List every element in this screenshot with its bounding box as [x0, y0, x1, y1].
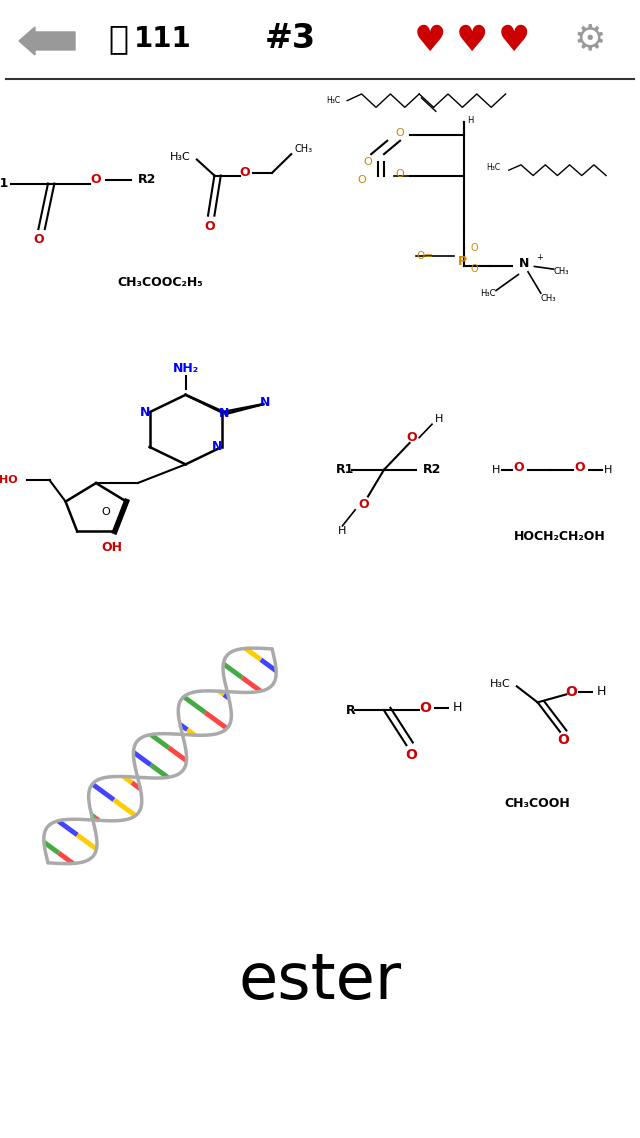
Text: H: H: [467, 116, 474, 125]
Text: O: O: [358, 498, 369, 511]
Text: 111: 111: [134, 25, 192, 53]
Text: O: O: [396, 127, 404, 138]
Text: CH₃: CH₃: [294, 143, 312, 154]
Text: H₃C: H₃C: [490, 678, 510, 688]
Text: ⚙: ⚙: [574, 22, 606, 56]
Text: R: R: [346, 704, 355, 717]
Text: N: N: [140, 406, 150, 419]
Text: O: O: [557, 733, 569, 747]
Text: P: P: [458, 255, 467, 267]
Text: OH: OH: [101, 541, 122, 554]
Text: H: H: [435, 414, 444, 423]
Text: H: H: [453, 701, 462, 715]
Text: O: O: [470, 264, 478, 274]
Text: O: O: [513, 461, 524, 473]
Text: H₃C: H₃C: [486, 163, 500, 172]
Text: O: O: [565, 685, 577, 699]
Text: R2: R2: [422, 463, 441, 476]
Text: H: H: [492, 464, 500, 475]
Text: O=: O=: [416, 250, 433, 261]
Text: O: O: [405, 748, 417, 761]
Text: H₃C: H₃C: [480, 289, 495, 298]
Text: R2: R2: [138, 173, 156, 185]
Text: CH₃COOH: CH₃COOH: [505, 798, 570, 810]
Text: +: +: [536, 253, 543, 262]
Text: NH₂: NH₂: [173, 362, 198, 374]
Text: O: O: [470, 242, 478, 253]
Text: N: N: [212, 440, 222, 453]
Text: R1: R1: [336, 463, 355, 476]
Text: H: H: [596, 685, 606, 699]
Text: HO: HO: [0, 476, 17, 485]
Text: CH₃COOC₂H₅: CH₃COOC₂H₅: [117, 277, 203, 289]
Text: H: H: [604, 464, 612, 475]
Text: #3: #3: [264, 23, 316, 56]
Text: N: N: [219, 407, 229, 420]
Text: O: O: [239, 166, 250, 180]
Text: O: O: [357, 174, 366, 184]
Text: H₃C: H₃C: [170, 151, 190, 162]
Text: CH₃: CH₃: [541, 294, 556, 303]
Text: O: O: [33, 233, 44, 246]
Text: ♥: ♥: [498, 24, 530, 58]
Text: R1: R1: [0, 178, 10, 190]
Text: 💡: 💡: [108, 23, 128, 56]
Text: N: N: [260, 396, 270, 410]
Text: O: O: [364, 157, 372, 167]
Text: O: O: [204, 220, 215, 233]
Text: H₃C: H₃C: [326, 96, 340, 105]
Text: O: O: [101, 508, 110, 518]
Text: O: O: [91, 173, 101, 185]
FancyArrow shape: [19, 27, 75, 55]
Text: H: H: [338, 526, 346, 536]
Text: ♥: ♥: [414, 24, 446, 58]
Text: O: O: [406, 431, 417, 444]
Text: O: O: [574, 461, 584, 473]
Text: ♥: ♥: [456, 24, 488, 58]
Text: N: N: [518, 257, 529, 271]
Text: O: O: [420, 701, 431, 715]
Text: ester: ester: [239, 949, 401, 1012]
Text: HOCH₂CH₂OH: HOCH₂CH₂OH: [514, 530, 606, 543]
Text: CH₃: CH₃: [554, 267, 569, 277]
Text: O: O: [396, 170, 404, 179]
